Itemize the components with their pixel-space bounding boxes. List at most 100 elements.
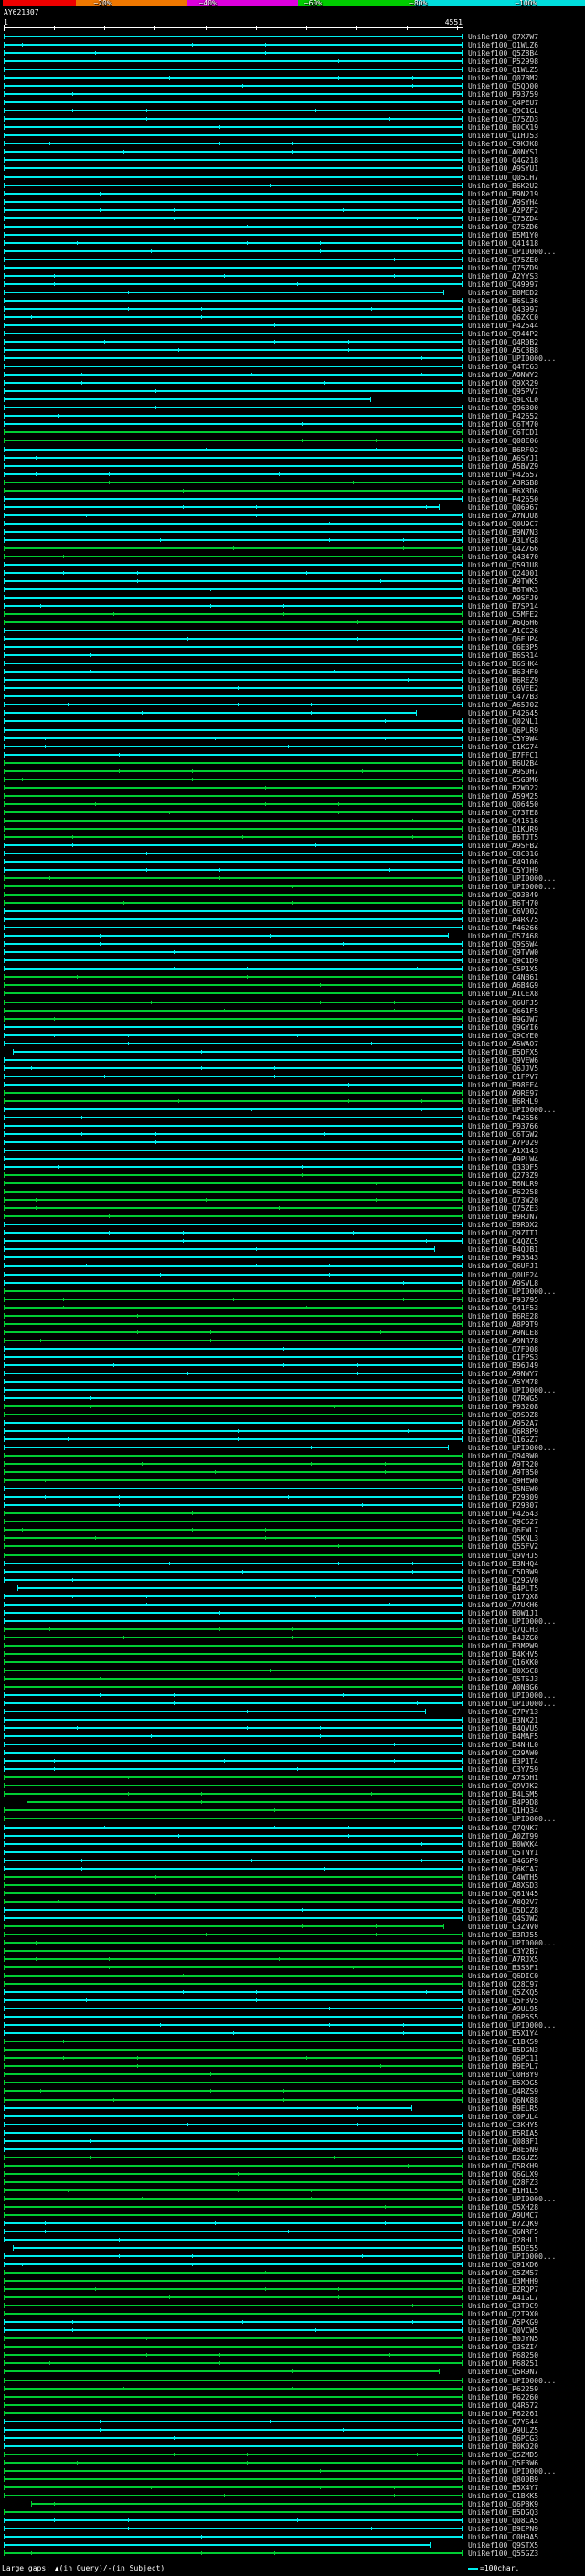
hit-bar-end-cap (462, 2088, 463, 2094)
hit-gap-tick (302, 1173, 303, 1178)
hit-gap-tick (292, 901, 294, 906)
hit-gap-tick (256, 513, 258, 517)
hit-row: UniRef100_Q0UF24 (0, 1271, 585, 1279)
hit-bar-end-cap (462, 2360, 463, 2367)
hit-bar (4, 2352, 463, 2359)
hit-bar (4, 1576, 463, 1583)
hit-bar-end-cap (462, 446, 463, 452)
hit-gap-tick (136, 570, 138, 575)
hit-gap-tick (54, 2501, 56, 2506)
hit-bar-start-cap (4, 1947, 5, 1954)
hit-row: UniRef100_B8MED2 (0, 289, 585, 297)
hit-bar-start-cap (4, 2401, 5, 2408)
hit-row: UniRef100_C4QZC5 (0, 1237, 585, 1246)
hit-gap-tick (31, 2551, 33, 2556)
hit-bar-end-cap (462, 1370, 463, 1376)
hit-label: UniRef100_B9N219 (468, 189, 539, 198)
hit-bar-start-cap (4, 2129, 5, 2136)
hit-bar-end-cap (462, 1453, 463, 1459)
hit-label: UniRef100_Q5Z8B4 (468, 49, 539, 58)
hit-row: UniRef100_B0WXK4 (0, 1840, 585, 1849)
hit-bar (4, 487, 463, 493)
hit-row: UniRef100_Q6UFJ5 (0, 999, 585, 1007)
hit-row: UniRef100_C0H9A5 (0, 2533, 585, 2541)
hit-row: UniRef100_A0NBG6 (0, 1683, 585, 1691)
hit-gap-tick (416, 2452, 418, 2456)
hit-bar-end-cap (462, 1122, 463, 1129)
hit-row: UniRef100_B9R0X2 (0, 1221, 585, 1229)
hit-gap-tick (214, 1470, 216, 1475)
hit-label: UniRef100_B9EPL7 (468, 2062, 539, 2072)
hit-gap-tick (81, 1858, 83, 1862)
hit-bar-end-cap (462, 1230, 463, 1236)
hit-label: UniRef100_B5X4Y7 (468, 2483, 539, 2492)
hit-label: UniRef100_Q9GYI6 (468, 1023, 539, 1032)
hit-gap-tick (384, 719, 386, 724)
hit-bar-start-cap (4, 1148, 5, 1154)
hit-gap-tick (68, 703, 69, 707)
hit-row: UniRef100_B2GUZ5 (0, 2154, 585, 2162)
hit-bar (4, 710, 417, 716)
hit-bar-end-cap (462, 1362, 463, 1368)
hit-bar-end-cap (462, 1650, 463, 1657)
hit-row: UniRef100_Q1WLZ6 (0, 41, 585, 49)
hit-bar-end-cap (462, 1329, 463, 1335)
hit-bar-end-cap (462, 372, 463, 378)
hit-bar-end-cap (462, 116, 463, 122)
hit-row: UniRef100_B6TJT5 (0, 833, 585, 842)
hit-label: UniRef100_B9R0X2 (468, 1221, 539, 1230)
hit-row: UniRef100_C6TGW2 (0, 1130, 585, 1139)
hit-row: UniRef100_P46266 (0, 924, 585, 932)
hit-row: UniRef100_Q73TE8 (0, 809, 585, 817)
hit-gap-tick (347, 1098, 349, 1103)
hit-label: UniRef100_A7SDH1 (468, 1774, 539, 1783)
hit-row: UniRef100_A6Q6H6 (0, 619, 585, 627)
hit-bar (4, 2014, 463, 2020)
hit-bar (4, 1394, 463, 1401)
hit-bar-start-cap (4, 1560, 5, 1566)
hit-gap-tick (356, 1362, 358, 1367)
hit-label: UniRef100_A1CC26 (468, 627, 539, 636)
hit-row: UniRef100_Q16GZ7 (0, 1436, 585, 1444)
hit-label: UniRef100_B8MED2 (468, 288, 539, 297)
hit-bar-start-cap (4, 1642, 5, 1648)
hit-bar-start-cap (4, 759, 5, 766)
hit-row: UniRef100_A8Q2V7 (0, 1898, 585, 1906)
hit-bar-end-cap (462, 1164, 463, 1171)
hit-gap-tick (191, 777, 193, 781)
hit-bar (4, 1502, 463, 1509)
hit-gap-tick (347, 348, 349, 353)
hit-bar (4, 141, 463, 147)
hit-row: UniRef100_Q41418 (0, 239, 585, 248)
hit-bar-end-cap (462, 545, 463, 551)
hit-bar (4, 768, 463, 774)
hit-gap-tick (420, 1107, 422, 1111)
hit-gap-tick (200, 2551, 202, 2556)
hit-gap-tick (186, 637, 188, 641)
hit-gap-tick (338, 810, 340, 814)
hit-label: UniRef100_P29307 (468, 1501, 539, 1511)
hit-bar-end-cap (462, 1320, 463, 1327)
hit-row: UniRef100_Q9GYI6 (0, 1023, 585, 1032)
hit-row: UniRef100_Q41F53 (0, 1304, 585, 1312)
hit-gap-tick (247, 224, 249, 228)
hit-gap-tick (141, 2196, 143, 2200)
hit-bar-start-cap (4, 1750, 5, 1756)
hit-gap-tick (49, 2361, 51, 2366)
hit-gap-tick (72, 1577, 74, 1582)
hit-bar-start-cap (4, 355, 5, 362)
hit-label: UniRef100_A4RK75 (468, 916, 539, 925)
hit-bar-end-cap (462, 2080, 463, 2086)
hit-bar-start-cap (4, 124, 5, 131)
hit-bar-start-cap (4, 2162, 5, 2168)
hit-row: UniRef100_Q55FV2 (0, 1542, 585, 1551)
hit-label: UniRef100_Q948W0 (468, 1452, 539, 1461)
hit-bar-start-cap (4, 1420, 5, 1426)
hit-bar (4, 1560, 463, 1566)
hit-row: UniRef100_C3ZNV0 (0, 1923, 585, 1931)
hit-label: UniRef100_Q41516 (468, 816, 539, 825)
hit-bar-start-cap (4, 1535, 5, 1542)
hit-label: UniRef100_UPI0000... (468, 875, 557, 884)
hit-label: UniRef100_B4P9D8 (468, 1798, 539, 1807)
hit-row: UniRef100_Q9XR29 (0, 379, 585, 387)
